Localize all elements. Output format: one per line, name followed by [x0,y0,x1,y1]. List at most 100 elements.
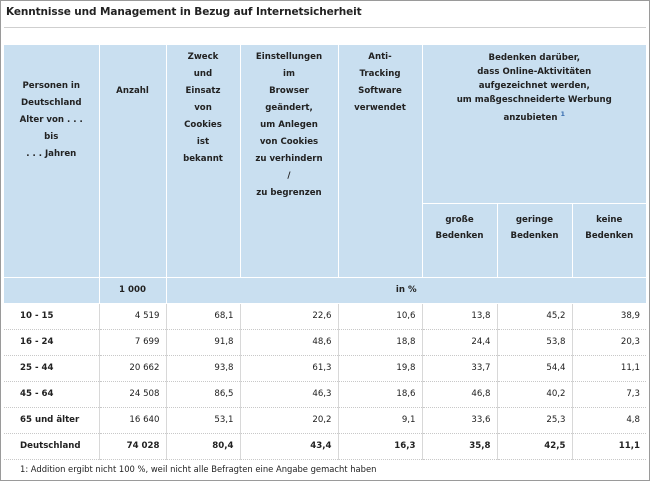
header-antitracking: Anti- Tracking Software verwendet [337,45,422,278]
table-cell: 35,8 [421,433,497,460]
table-cell: 9,1 [337,407,422,434]
header-anzahl-label: Anzahl [116,86,149,96]
header-unit-percent: in % [165,277,646,304]
row-label: 65 und älter [4,407,99,434]
header-einstellungen-line: um Anlegen [260,120,318,130]
header-person: Personen in Deutschland Alter von . . . … [4,45,99,278]
table-cell: 18,8 [337,329,422,356]
header-bedenken-line: dass Online-Aktivitäten [477,67,592,77]
header-antitracking-line: Software [358,86,402,96]
header-grosse-line: große [445,214,474,225]
table-cell: 4,8 [571,407,646,434]
table-cell: 53,8 [496,329,572,356]
header-zweck-line: und [193,69,213,79]
header-anzahl: Anzahl [98,45,166,278]
table-cell: 53,1 [165,407,240,434]
header-keine-line: keine [596,214,623,225]
header-unit-count: 1 000 [98,277,166,304]
header-bedenken-line: aufgezeichnet werden, [478,81,590,91]
table-cell: 4 519 [98,303,166,330]
table-cell: 80,4 [165,433,240,460]
header-bedenken-line: Bedenken darüber, [488,53,580,63]
header-einstellungen-line: geändert, [265,103,313,113]
table-cell: 93,8 [165,355,240,382]
table-cell: 10,6 [337,303,422,330]
header-grosse-bedenken: große Bedenken [421,203,497,278]
header-einstellungen-line: zu verhindern [255,154,323,164]
table-cell: 16 640 [98,407,166,434]
table-row: 10 - 15 4 519 68,1 22,6 10,6 13,8 45,2 38,9 [4,303,646,330]
page-title: Kenntnisse und Management in Bezug auf I… [6,6,362,18]
header-antitracking-line: Anti- [368,52,392,62]
header-einstellungen-line: im [283,69,295,79]
header-bedenken-line: um maßgeschneiderte Werbung [456,95,612,105]
table-cell: 16,3 [337,433,422,460]
header-zweck-line: bekannt [183,154,223,164]
header-bedenken-last-word: anzubieten [503,112,558,123]
header-zweck-line: Zweck [187,52,219,62]
row-label: Deutschland [4,433,99,460]
table-cell: 25,3 [496,407,572,434]
table-cell: 48,6 [239,329,338,356]
header-person-line: . . . Jahren [26,149,77,159]
table-cell: 45,2 [496,303,572,330]
table-cell: 40,2 [496,381,572,408]
row-label: 16 - 24 [4,329,99,356]
header-keine-bedenken: keine Bedenken [571,203,646,278]
table-row: 45 - 64 24 508 86,5 46,3 18,6 46,8 40,2 7,3 [4,381,646,408]
header-einstellungen-line: zu begrenzen [256,188,322,198]
header-geringe-line: geringe [515,214,554,225]
table-cell: 11,1 [571,433,646,460]
table-row: Deutschland 74 028 80,4 43,4 16,3 35,8 42,5 11,… [4,433,646,460]
table-cell: 46,3 [239,381,338,408]
table-cell: 24 508 [98,381,166,408]
header-einstellungen-line: / [287,171,291,181]
table-cell: 20,2 [239,407,338,434]
table-cell: 38,9 [571,303,646,330]
header-zweck-line: Cookies [184,120,222,130]
table-cell: 68,1 [165,303,240,330]
header-person-line: Alter von . . . [19,115,83,125]
header-zweck-line: Einsatz [185,86,221,96]
table-cell: 13,8 [421,303,497,330]
header-antitracking-line: Tracking [359,69,401,79]
row-label: 10 - 15 [4,303,99,330]
table-cell: 22,6 [239,303,338,330]
table-cell: 91,8 [165,329,240,356]
table-cell: 42,5 [496,433,572,460]
header-zweck: Zweck und Einsatz von Cookies ist bekann… [165,45,240,278]
data-table: Personen in Deutschland Alter von . . . … [4,45,646,460]
table-cell: 33,6 [421,407,497,434]
header-geringe-bedenken: geringe Bedenken [496,203,572,278]
title-divider [4,27,646,28]
table-row: 25 - 44 20 662 93,8 61,3 19,8 33,7 54,4 11,1 [4,355,646,382]
header-zweck-line: ist [196,137,210,147]
table-row: 65 und älter 16 640 53,1 20,2 9,1 33,6 25,3 4,8 [4,407,646,434]
footnote-marker: 1 [560,110,566,118]
table-cell: 74 028 [98,433,166,460]
table-cell: 43,4 [239,433,338,460]
header-bedenken-group: Bedenken darüber, dass Online-Aktivitäte… [421,45,646,204]
header-geringe-line: Bedenken [510,230,559,241]
table-cell: 7,3 [571,381,646,408]
header-bedenken-line: anzubieten 1 [426,107,644,125]
row-label: 45 - 64 [4,381,99,408]
header-einstellungen-line: von Cookies [259,137,319,147]
table-cell: 54,4 [496,355,572,382]
table-cell: 18,6 [337,381,422,408]
header-einstellungen: Einstellungen im Browser geändert, um An… [239,45,338,278]
footnote: 1: Addition ergibt nicht 100 %, weil nic… [20,464,377,474]
table-cell: 20,3 [571,329,646,356]
header-grosse-line: Bedenken [435,230,484,241]
header-person-line: bis [44,132,59,142]
header-person-line: Deutschland [20,98,82,108]
header-antitracking-line: verwendet [354,103,406,113]
table-cell: 24,4 [421,329,497,356]
header-einstellungen-line: Einstellungen [255,52,323,62]
table-cell: 11,1 [571,355,646,382]
header-unit-empty [4,277,99,304]
header-einstellungen-line: Browser [269,86,309,96]
table-cell: 19,8 [337,355,422,382]
header-keine-line: Bedenken [585,230,634,241]
table-body: 10 - 15 4 519 68,1 22,6 10,6 13,8 45,2 38,9 16 -… [4,303,646,460]
